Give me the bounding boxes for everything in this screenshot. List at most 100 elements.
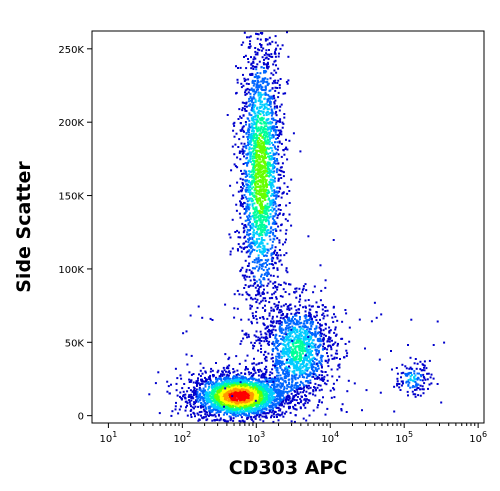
event-dot: [253, 181, 256, 183]
event-dot: [261, 56, 264, 59]
event-dot: [248, 275, 251, 278]
event-dot: [278, 249, 281, 251]
event-dot: [248, 393, 251, 396]
event-dot: [283, 375, 286, 378]
event-dot: [179, 374, 182, 377]
event-dot: [266, 412, 269, 415]
event-dot: [285, 229, 288, 232]
event-dot: [260, 142, 263, 145]
event-dot: [192, 411, 195, 414]
event-dot: [269, 146, 272, 149]
event-dot: [266, 191, 269, 194]
event-dot: [269, 152, 272, 154]
event-dot: [252, 206, 255, 209]
event-dot: [256, 381, 259, 384]
event-dot: [220, 378, 223, 381]
event-dot: [263, 205, 266, 208]
event-dot: [271, 192, 274, 195]
event-dot: [271, 202, 274, 205]
event-dot: [274, 130, 277, 133]
event-dot: [247, 133, 250, 136]
event-dot: [256, 158, 259, 161]
event-dot: [212, 375, 215, 378]
event-dot: [271, 222, 274, 225]
event-dot: [269, 105, 272, 108]
event-dot: [240, 385, 243, 387]
event-dot: [243, 201, 246, 204]
event-dot: [190, 393, 193, 396]
event-dot: [257, 370, 260, 373]
event-dot: [239, 204, 242, 207]
event-dot: [279, 187, 282, 190]
event-dot: [273, 325, 276, 328]
event-dot: [272, 221, 275, 224]
event-dot: [265, 378, 267, 381]
event-dot: [274, 147, 277, 150]
event-dot: [266, 398, 268, 401]
event-dot: [245, 205, 248, 208]
event-dot: [237, 389, 240, 392]
event-dot: [201, 391, 204, 394]
event-dot: [207, 394, 210, 397]
event-dot: [249, 392, 252, 395]
event-dot: [248, 148, 251, 151]
event-dot: [257, 193, 260, 196]
event-dot: [265, 63, 268, 66]
event-dot: [241, 203, 244, 206]
event-dot: [255, 403, 258, 406]
event-dot: [269, 126, 272, 129]
event-dot: [271, 317, 274, 320]
event-dot: [285, 269, 288, 272]
event-dot: [266, 404, 269, 407]
event-dot: [236, 78, 239, 81]
event-dot: [263, 121, 265, 124]
event-dot: [263, 194, 266, 197]
event-dot: [263, 80, 266, 83]
event-dot: [264, 57, 267, 60]
event-dot: [206, 391, 209, 394]
event-dot: [249, 139, 252, 142]
event-dot: [263, 165, 266, 168]
event-dot: [261, 100, 263, 103]
event-dot: [255, 363, 258, 366]
event-dot: [279, 409, 281, 412]
event-dot: [291, 370, 294, 373]
event-dot: [264, 211, 267, 214]
event-dot: [243, 102, 246, 105]
event-dot: [276, 345, 279, 347]
event-dot: [299, 150, 302, 153]
event-dot: [215, 378, 218, 381]
event-dot: [243, 31, 246, 34]
event-dot: [255, 181, 258, 184]
event-dot: [263, 245, 266, 248]
event-dot: [226, 380, 229, 383]
event-dot: [277, 91, 280, 94]
event-dot: [259, 158, 261, 161]
event-dot: [276, 275, 279, 278]
event-dot: [216, 398, 219, 401]
event-dot: [252, 139, 255, 142]
event-dot: [252, 150, 254, 153]
event-dot: [317, 384, 320, 387]
event-dot: [239, 66, 242, 69]
event-dot: [228, 364, 231, 367]
event-dot: [253, 147, 256, 150]
event-dot: [285, 138, 287, 141]
event-dot: [258, 157, 261, 159]
event-dot: [252, 420, 255, 423]
event-dot: [231, 405, 234, 407]
event-dot: [255, 133, 257, 136]
event-dot: [253, 278, 256, 281]
event-dot: [255, 90, 257, 93]
event-dot: [244, 368, 247, 371]
event-dot: [235, 203, 238, 206]
event-dot: [264, 38, 267, 41]
event-dot: [229, 417, 232, 419]
event-dot: [265, 387, 268, 390]
event-dot: [256, 141, 259, 144]
event-dot: [249, 217, 252, 220]
event-dot: [265, 49, 268, 52]
event-dot: [274, 126, 277, 129]
event-dot: [268, 53, 270, 56]
event-dot: [258, 190, 261, 193]
